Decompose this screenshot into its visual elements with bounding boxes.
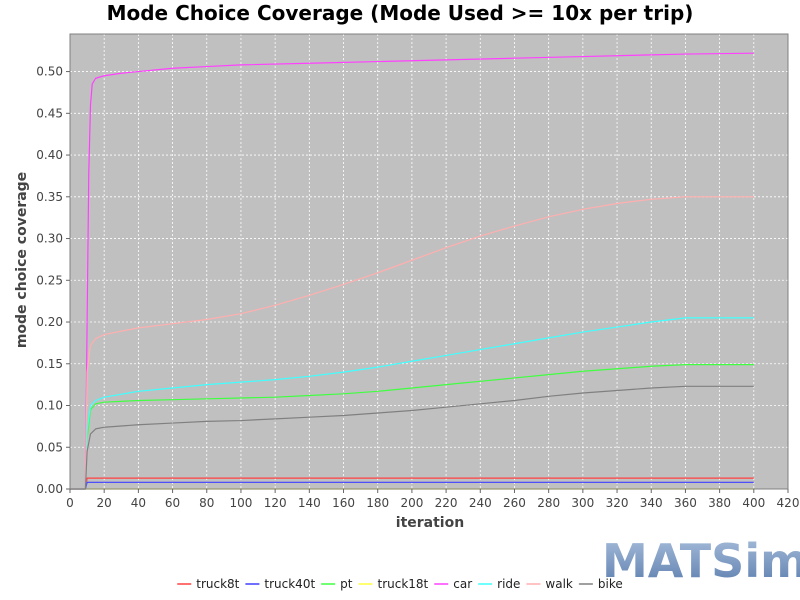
legend-label: truck40t (264, 577, 315, 591)
legend-item-truck8t: truck8t (177, 577, 240, 591)
x-tick-label: 20 (97, 496, 112, 510)
legend: truck8t truck40t pt truck18t car ride walk bike (177, 577, 623, 591)
axes (69, 33, 789, 490)
y-tick-label: 0.05 (36, 440, 63, 454)
legend-item-bike: bike (578, 577, 623, 591)
series-line-pt (70, 364, 754, 490)
x-tick-label: 0 (66, 496, 74, 510)
legend-label: bike (598, 577, 623, 591)
x-tick-label: 60 (165, 496, 180, 510)
x-tick-label: 120 (264, 496, 287, 510)
x-tick-label: 80 (199, 496, 214, 510)
y-tick-label: 0.15 (36, 357, 63, 371)
x-tick-label: 100 (229, 496, 252, 510)
x-tick-label: 300 (571, 496, 594, 510)
y-tick-label: 0.35 (36, 190, 63, 204)
y-tick-label: 0.10 (36, 399, 63, 413)
x-tick-label: 160 (332, 496, 355, 510)
x-axis-label: iteration (396, 515, 464, 531)
x-tick-label: 320 (606, 496, 629, 510)
y-tick-label: 0.00 (36, 482, 63, 496)
y-tick-label: 0.25 (36, 273, 63, 287)
y-axis-label: mode choice coverage (14, 172, 30, 348)
matsim-logo: MATSim (602, 534, 800, 588)
legend-item-ride: ride (478, 577, 520, 591)
series-line-bike (70, 385, 754, 490)
y-tick-label: 0.30 (36, 232, 63, 246)
x-tick-label: 180 (366, 496, 389, 510)
legend-label: pt (340, 577, 353, 591)
y-tick-label: 0.40 (36, 148, 63, 162)
legend-item-walk: walk (526, 577, 573, 591)
series-line-walk (70, 196, 754, 490)
x-tick-label: 400 (742, 496, 765, 510)
x-tick-label: 340 (640, 496, 663, 510)
x-tick-label: 360 (674, 496, 697, 510)
x-tick-label: 380 (708, 496, 731, 510)
legend-label: car (453, 577, 472, 591)
legend-label: ride (497, 577, 520, 591)
x-tick-label: 420 (777, 496, 800, 510)
chart-title: Mode Choice Coverage (Mode Used >= 10x p… (107, 1, 694, 25)
y-tick-label: 0.50 (36, 65, 63, 79)
y-tick-label: 0.20 (36, 315, 63, 329)
series-line-car (70, 52, 754, 490)
x-tick-label: 220 (435, 496, 458, 510)
legend-item-car: car (434, 577, 472, 591)
legend-label: walk (545, 577, 573, 591)
legend-item-truck40t: truck40t (245, 577, 315, 591)
y-axis-ticks: 0.00 0.05 0.10 0.15 0.20 0.25 0.30 0.35 0.40 0.45… (36, 65, 70, 496)
x-axis-ticks: 0 20 40 60 80 100 120 140 160 180 200 220 240 260 280 3… (66, 489, 799, 510)
legend-item-pt: pt (321, 577, 353, 591)
series-line-ride (70, 317, 754, 490)
legend-item-truck18t: truck18t (358, 577, 429, 591)
plot-area (70, 34, 788, 489)
x-tick-label: 200 (400, 496, 423, 510)
logo-text: MATSim (602, 534, 800, 588)
x-tick-label: 140 (298, 496, 321, 510)
x-tick-label: 260 (503, 496, 526, 510)
x-tick-label: 240 (469, 496, 492, 510)
legend-label: truck18t (377, 577, 428, 591)
plot-border (69, 33, 789, 490)
legend-label: truck8t (196, 577, 239, 591)
x-tick-label: 40 (131, 496, 146, 510)
y-tick-label: 0.45 (36, 106, 63, 120)
x-tick-label: 280 (537, 496, 560, 510)
